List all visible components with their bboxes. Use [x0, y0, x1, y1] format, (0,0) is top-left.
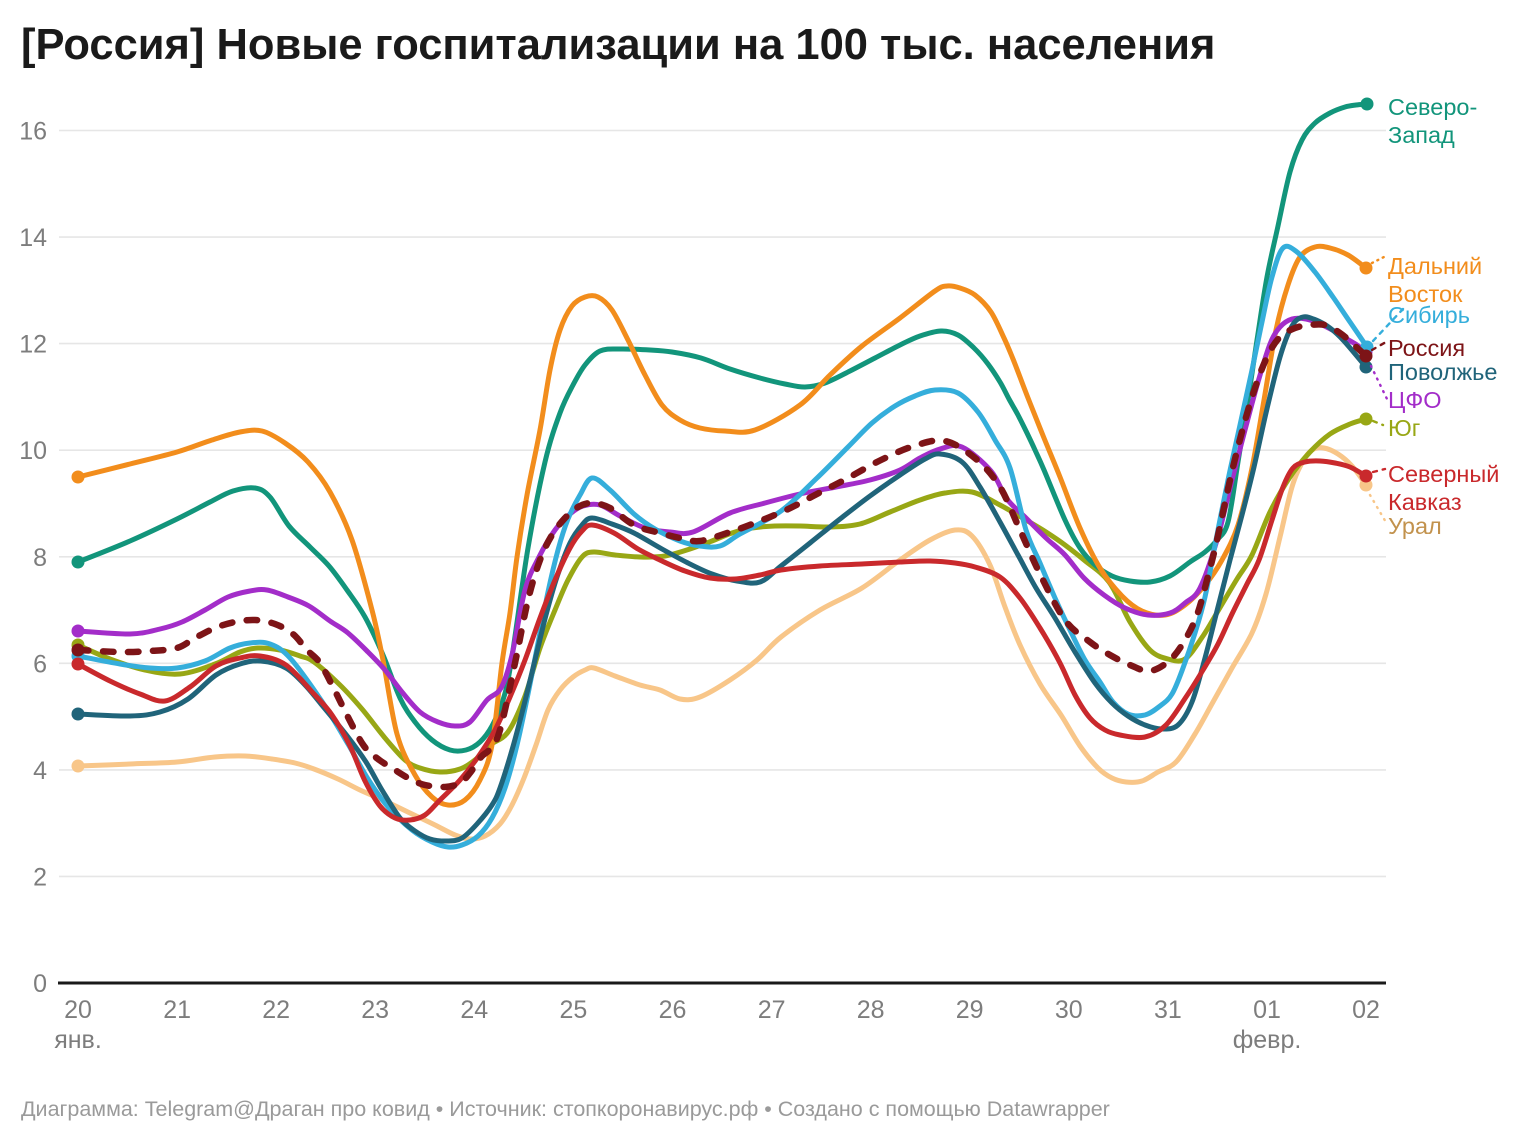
svg-text:янв.: янв.: [54, 1026, 102, 1054]
svg-text:12: 12: [19, 331, 47, 359]
svg-text:23: 23: [361, 996, 389, 1024]
svg-text:0: 0: [33, 970, 47, 998]
svg-text:14: 14: [19, 224, 47, 252]
svg-text:27: 27: [758, 996, 786, 1024]
svg-text:2: 2: [33, 863, 47, 891]
svg-text:Диаграмма: Telegram@Драган про: Диаграмма: Telegram@Драган про ковид • И…: [21, 1097, 1110, 1121]
svg-text:Дальний: Дальний: [1388, 253, 1482, 279]
svg-text:26: 26: [659, 996, 687, 1024]
svg-text:Поволжье: Поволжье: [1388, 359, 1497, 385]
svg-text:10: 10: [19, 437, 47, 465]
svg-text:30: 30: [1055, 996, 1083, 1024]
svg-text:февр.: февр.: [1233, 1026, 1302, 1054]
svg-text:8: 8: [33, 544, 47, 572]
svg-text:31: 31: [1154, 996, 1182, 1024]
svg-text:25: 25: [559, 996, 587, 1024]
svg-text:29: 29: [956, 996, 984, 1024]
svg-text:20: 20: [64, 996, 92, 1024]
svg-text:28: 28: [857, 996, 885, 1024]
svg-text:Урал: Урал: [1388, 513, 1442, 539]
svg-text:21: 21: [163, 996, 191, 1024]
svg-text:24: 24: [460, 996, 488, 1024]
svg-text:Северо-: Северо-: [1388, 94, 1477, 120]
svg-text:Юг: Юг: [1388, 415, 1420, 441]
svg-text:16: 16: [19, 118, 47, 146]
svg-text:Россия: Россия: [1388, 335, 1465, 361]
svg-text:[Россия] Новые госпитализации: [Россия] Новые госпитализации на 100 тыс…: [21, 21, 1215, 69]
svg-text:Восток: Восток: [1388, 281, 1463, 307]
svg-text:Запад: Запад: [1388, 122, 1455, 148]
svg-text:6: 6: [33, 650, 47, 678]
svg-text:Кавказ: Кавказ: [1388, 489, 1462, 515]
svg-text:22: 22: [262, 996, 290, 1024]
svg-text:02: 02: [1352, 996, 1380, 1024]
svg-text:01: 01: [1253, 996, 1281, 1024]
svg-text:ЦФО: ЦФО: [1388, 387, 1442, 413]
svg-text:Сибирь: Сибирь: [1388, 302, 1470, 328]
svg-text:Северный: Северный: [1388, 461, 1499, 487]
svg-text:4: 4: [33, 757, 47, 785]
